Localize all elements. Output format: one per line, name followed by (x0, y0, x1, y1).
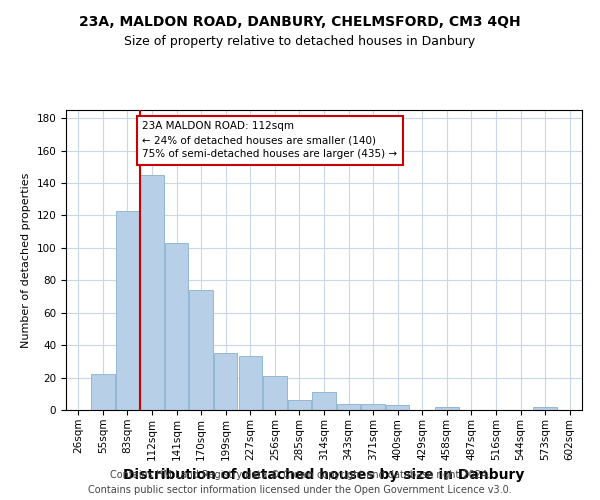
Bar (190, 290, 213, 410)
Y-axis label: Number of detached properties: Number of detached properties (21, 172, 31, 348)
Bar (533, 407, 557, 410)
Bar (263, 376, 287, 410)
Bar (386, 405, 409, 410)
X-axis label: Distribution of detached houses by size in Danbury: Distribution of detached houses by size … (124, 468, 524, 482)
Bar (91, 374, 115, 410)
Text: Size of property relative to detached houses in Danbury: Size of property relative to detached ho… (124, 35, 476, 48)
Bar (361, 404, 385, 410)
Bar (313, 392, 335, 410)
Text: 23A, MALDON ROAD, DANBURY, CHELMSFORD, CM3 4QH: 23A, MALDON ROAD, DANBURY, CHELMSFORD, C… (79, 15, 521, 29)
Bar (116, 210, 139, 410)
Bar (214, 353, 238, 410)
Bar (140, 175, 164, 410)
Text: 23A MALDON ROAD: 112sqm
← 24% of detached houses are smaller (140)
75% of semi-d: 23A MALDON ROAD: 112sqm ← 24% of detache… (142, 122, 397, 160)
Bar (165, 243, 188, 410)
Text: Contains HM Land Registry data © Crown copyright and database right 2024.
Contai: Contains HM Land Registry data © Crown c… (88, 470, 512, 495)
Bar (435, 407, 458, 410)
Bar (337, 404, 360, 410)
Bar (288, 400, 311, 410)
Bar (239, 356, 262, 410)
